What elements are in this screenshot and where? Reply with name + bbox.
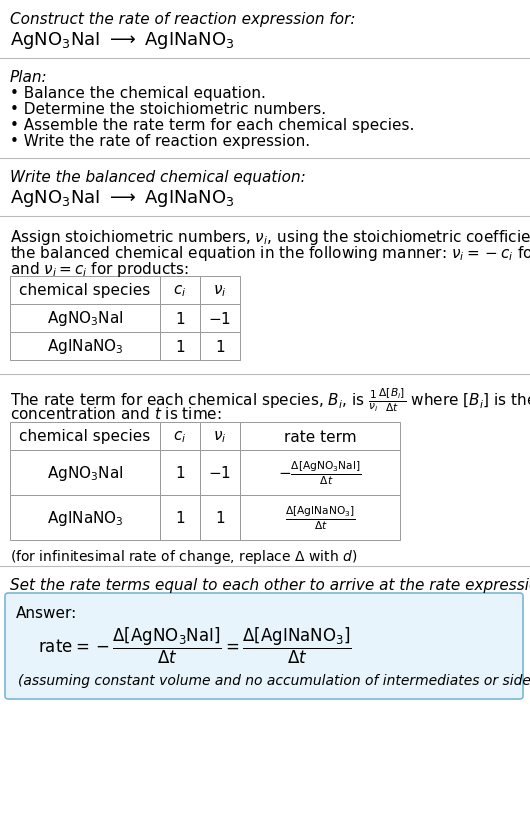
Text: Write the balanced chemical equation:: Write the balanced chemical equation:: [10, 170, 306, 185]
Text: • Write the rate of reaction expression.: • Write the rate of reaction expression.: [10, 134, 310, 149]
Bar: [160, 304, 200, 332]
Text: Assign stoichiometric numbers, $\nu_i$, using the stoichiometric coefficients, $: Assign stoichiometric numbers, $\nu_i$, …: [10, 228, 530, 247]
Text: $\mathrm{AgNO_3NaI\ \longrightarrow\ AgINaNO_3}$: $\mathrm{AgNO_3NaI\ \longrightarrow\ AgI…: [10, 30, 235, 51]
Text: • Determine the stoichiometric numbers.: • Determine the stoichiometric numbers.: [10, 102, 326, 117]
Text: $-\frac{\Delta[\mathrm{AgNO_3NaI}]}{\Delta t}$: $-\frac{\Delta[\mathrm{AgNO_3NaI}]}{\Del…: [278, 459, 362, 487]
Text: Construct the rate of reaction expression for:: Construct the rate of reaction expressio…: [10, 12, 356, 27]
Bar: [10, 276, 160, 304]
Text: (for infinitesimal rate of change, replace $\Delta$ with $d$): (for infinitesimal rate of change, repla…: [10, 548, 357, 566]
Text: • Balance the chemical equation.: • Balance the chemical equation.: [10, 86, 266, 101]
Text: $\mathrm{AgINaNO_3}$: $\mathrm{AgINaNO_3}$: [47, 338, 123, 356]
Bar: [240, 450, 400, 495]
Text: • Assemble the rate term for each chemical species.: • Assemble the rate term for each chemic…: [10, 118, 414, 133]
Bar: [160, 422, 200, 450]
Text: $\nu_i$: $\nu_i$: [213, 283, 227, 299]
Bar: [10, 495, 160, 540]
Text: the balanced chemical equation in the following manner: $\nu_i = -c_i$ for react: the balanced chemical equation in the fo…: [10, 244, 530, 263]
Bar: [200, 304, 240, 332]
Bar: [200, 422, 240, 450]
Text: (assuming constant volume and no accumulation of intermediates or side products): (assuming constant volume and no accumul…: [18, 674, 530, 688]
Bar: [10, 332, 160, 360]
Text: 1: 1: [175, 466, 185, 481]
Bar: [160, 495, 200, 540]
Text: $\frac{\Delta[\mathrm{AgINaNO_3}]}{\Delta t}$: $\frac{\Delta[\mathrm{AgINaNO_3}]}{\Delt…: [285, 505, 356, 533]
Bar: [160, 276, 200, 304]
Text: 1: 1: [175, 312, 185, 327]
Text: chemical species: chemical species: [20, 283, 151, 298]
Bar: [200, 332, 240, 360]
Text: $-1$: $-1$: [208, 465, 232, 481]
Bar: [240, 495, 400, 540]
Bar: [200, 276, 240, 304]
Text: $\mathrm{AgNO_3NaI}$: $\mathrm{AgNO_3NaI}$: [47, 464, 123, 483]
Text: The rate term for each chemical species, $B_i$, is $\frac{1}{\nu_i}\frac{\Delta[: The rate term for each chemical species,…: [10, 386, 530, 413]
Text: $\mathrm{AgNO_3NaI\ \longrightarrow\ AgINaNO_3}$: $\mathrm{AgNO_3NaI\ \longrightarrow\ AgI…: [10, 188, 235, 209]
Text: $\mathrm{rate} = -\dfrac{\Delta[\mathrm{AgNO_3NaI}]}{\Delta t}= \dfrac{\Delta[\m: $\mathrm{rate} = -\dfrac{\Delta[\mathrm{…: [38, 626, 352, 666]
Bar: [10, 450, 160, 495]
Bar: [10, 304, 160, 332]
Text: $\nu_i$: $\nu_i$: [213, 429, 227, 445]
Bar: [200, 495, 240, 540]
Text: 1: 1: [175, 511, 185, 526]
FancyBboxPatch shape: [5, 593, 523, 699]
Text: $\mathrm{AgINaNO_3}$: $\mathrm{AgINaNO_3}$: [47, 509, 123, 528]
Text: rate term: rate term: [284, 429, 356, 444]
Text: 1: 1: [215, 339, 225, 354]
Text: Set the rate terms equal to each other to arrive at the rate expression:: Set the rate terms equal to each other t…: [10, 578, 530, 593]
Bar: [160, 332, 200, 360]
Bar: [10, 422, 160, 450]
Text: 1: 1: [215, 511, 225, 526]
Bar: [240, 422, 400, 450]
Text: $c_i$: $c_i$: [173, 283, 187, 299]
Text: 1: 1: [175, 339, 185, 354]
Bar: [200, 450, 240, 495]
Text: $\mathrm{AgNO_3NaI}$: $\mathrm{AgNO_3NaI}$: [47, 309, 123, 328]
Text: $-1$: $-1$: [208, 311, 232, 327]
Text: and $\nu_i = c_i$ for products:: and $\nu_i = c_i$ for products:: [10, 260, 189, 279]
Text: Answer:: Answer:: [16, 606, 77, 621]
Text: Plan:: Plan:: [10, 70, 48, 85]
Text: chemical species: chemical species: [20, 429, 151, 444]
Text: $c_i$: $c_i$: [173, 429, 187, 445]
Text: concentration and $t$ is time:: concentration and $t$ is time:: [10, 406, 222, 422]
Bar: [160, 450, 200, 495]
